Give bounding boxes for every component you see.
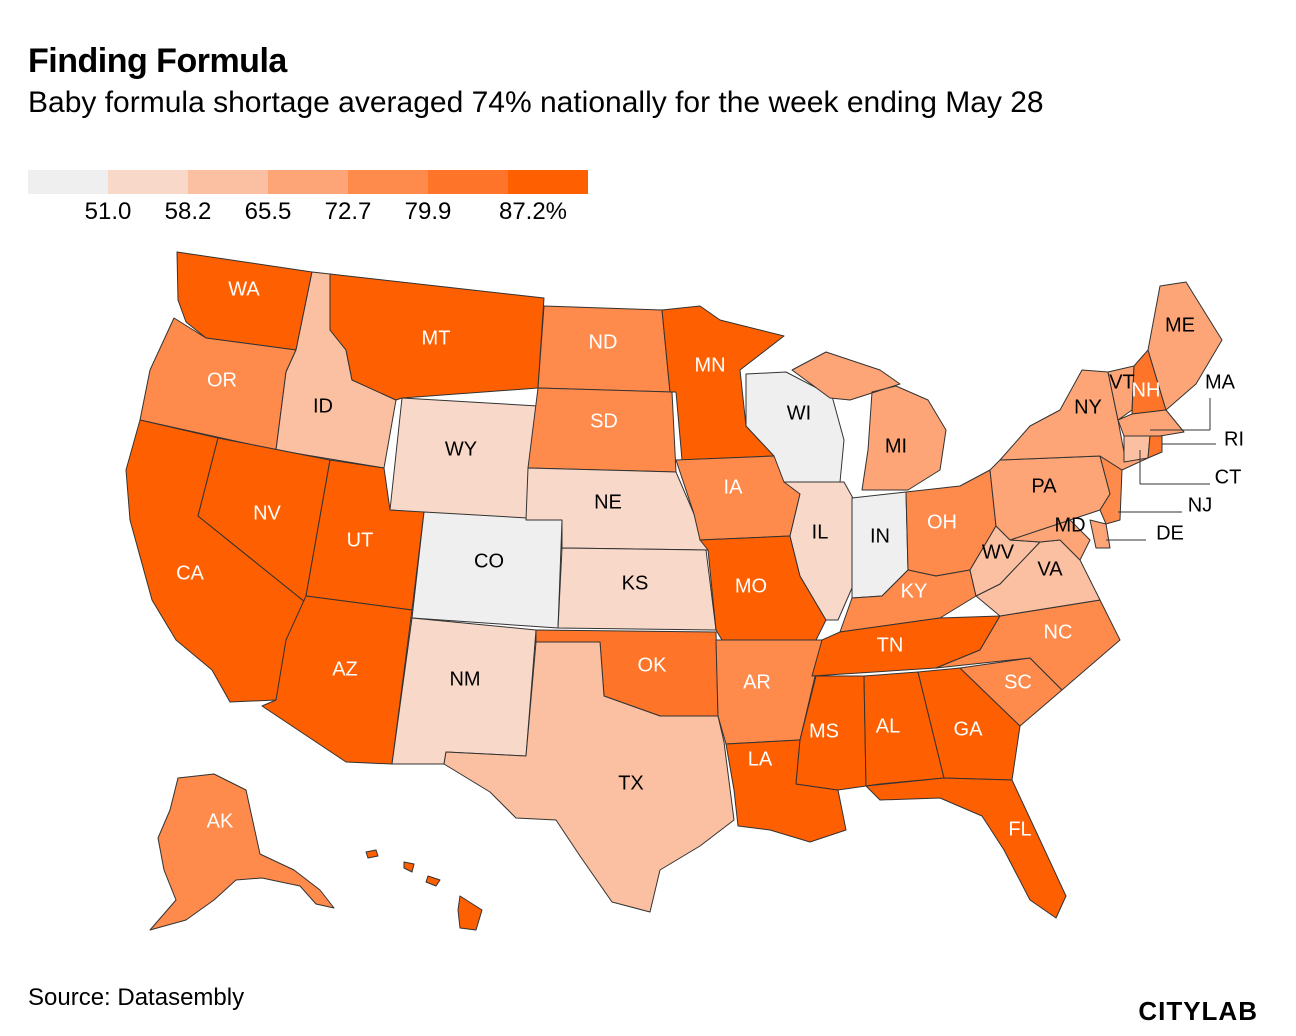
- state-label-pa: PA: [1031, 475, 1057, 497]
- state-ak: [149, 773, 335, 931]
- legend-tick-1: 51.0: [84, 198, 132, 225]
- state-label-nd: ND: [589, 331, 618, 353]
- state-label-mi: MI: [885, 435, 907, 457]
- state-label-oh: OH: [927, 511, 957, 533]
- state-label-ga: GA: [954, 718, 984, 740]
- state-label-sc: SC: [1004, 671, 1032, 693]
- state-label-ca: CA: [176, 562, 204, 584]
- legend-swatch-5: [348, 170, 428, 194]
- legend-swatch-2: [108, 170, 188, 194]
- legend-tick-4: 72.7: [324, 198, 372, 225]
- northeast-leader-lines: [1106, 398, 1216, 541]
- state-label-va: VA: [1037, 558, 1063, 580]
- state-label-ks: KS: [622, 572, 649, 594]
- legend-swatch-4: [268, 170, 348, 194]
- state-labels: WA OR CA ID NV MT WY UT AZ CO NM ND SD NE KS OK TX MN IA MO…: [176, 278, 1244, 840]
- state-label-al: AL: [876, 715, 900, 737]
- state-label-nm: NM: [449, 668, 480, 690]
- state-label-ma: MA: [1205, 371, 1236, 393]
- legend-tick-2: 58.2: [164, 198, 212, 225]
- state-label-ia: IA: [724, 476, 744, 498]
- state-ri: [1147, 435, 1163, 459]
- state-label-wy: WY: [445, 438, 477, 460]
- state-ma: [1117, 409, 1185, 437]
- legend-swatch-3: [188, 170, 268, 194]
- state-label-ne: NE: [594, 491, 622, 513]
- legend-tick-5: 79.9: [404, 198, 452, 225]
- state-label-ms: MS: [809, 720, 839, 742]
- state-label-in: IN: [870, 525, 890, 547]
- source-note: Source: Datasembly: [28, 984, 245, 1011]
- state-label-ky: KY: [901, 580, 928, 602]
- state-label-ak: AK: [207, 810, 234, 832]
- state-ga: [917, 667, 1021, 781]
- state-label-ar: AR: [743, 671, 771, 693]
- citylab-logo: CITYLAB: [1138, 996, 1258, 1026]
- legend-swatch-6: [428, 170, 508, 194]
- state-label-fl: FL: [1008, 818, 1031, 840]
- state-label-nc: NC: [1044, 621, 1073, 643]
- legend-swatch-7: [508, 170, 588, 194]
- state-label-la: LA: [748, 748, 773, 770]
- state-label-nh: NH: [1132, 379, 1161, 401]
- state-label-mo: MO: [735, 575, 767, 597]
- state-label-ct: CT: [1215, 466, 1242, 488]
- state-label-co: CO: [474, 550, 504, 572]
- state-label-mt: MT: [422, 327, 451, 349]
- state-nc: [935, 599, 1121, 691]
- state-label-az: AZ: [332, 658, 358, 680]
- state-hi: [365, 849, 483, 931]
- legend-ticks: 51.0 58.2 65.5 72.7 79.9 87.2%: [28, 198, 588, 228]
- state-tx: [443, 641, 735, 913]
- state-nm: [391, 617, 537, 765]
- legend-swatch-1: [28, 170, 108, 194]
- state-label-de: DE: [1156, 522, 1184, 544]
- state-label-ny: NY: [1074, 396, 1102, 418]
- state-label-il: IL: [812, 521, 829, 543]
- state-fl: [865, 777, 1067, 919]
- state-il: [783, 481, 855, 621]
- state-label-id: ID: [313, 395, 333, 417]
- state-label-wv: WV: [982, 541, 1015, 563]
- state-de: [1089, 519, 1111, 549]
- state-label-nj: NJ: [1188, 494, 1212, 516]
- legend-tick-3: 65.5: [244, 198, 292, 225]
- chart-title: Finding Formula: [28, 42, 287, 80]
- state-label-or: OR: [207, 369, 237, 391]
- legend-tick-6: 87.2%: [498, 198, 568, 225]
- state-label-ut: UT: [347, 529, 374, 551]
- state-mi: [791, 351, 947, 491]
- state-label-me: ME: [1165, 314, 1195, 336]
- state-label-sd: SD: [590, 410, 618, 432]
- state-label-vt: VT: [1109, 371, 1135, 393]
- state-az: [261, 595, 413, 765]
- state-label-nv: NV: [253, 502, 281, 524]
- state-label-md: MD: [1054, 514, 1085, 536]
- state-label-wa: WA: [228, 278, 260, 300]
- state-label-ok: OK: [638, 654, 668, 676]
- chart-subtitle: Baby formula shortage averaged 74% natio…: [28, 86, 1044, 119]
- state-label-tx: TX: [618, 772, 644, 794]
- state-label-tn: TN: [877, 634, 904, 656]
- color-legend: [28, 170, 588, 194]
- state-label-ri: RI: [1224, 428, 1244, 450]
- state-label-wi: WI: [787, 402, 811, 424]
- state-label-mn: MN: [694, 354, 725, 376]
- state-ct: [1123, 435, 1151, 463]
